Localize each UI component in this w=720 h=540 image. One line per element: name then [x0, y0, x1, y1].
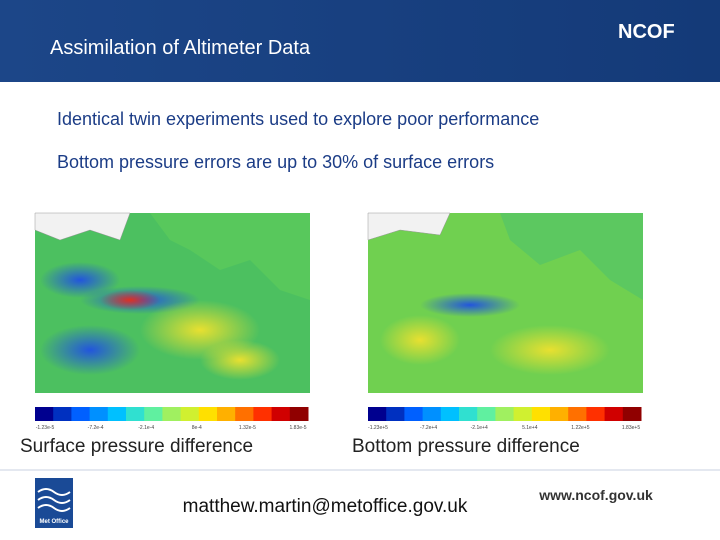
colorbar-label: -1.23e+5 — [368, 425, 388, 431]
figure-caption: Bottom pressure difference — [352, 436, 580, 457]
colorbar-segment — [604, 407, 624, 421]
colorbar-label: 8e-4 — [192, 425, 202, 431]
bottom-map — [367, 212, 643, 393]
colorbar-segment — [550, 407, 569, 421]
colorbar-segment — [217, 407, 236, 421]
metoffice-logo: Met Office — [35, 478, 73, 528]
colorbar-label: 1.22e+5 — [571, 425, 589, 431]
colorbar-segment — [289, 407, 309, 421]
colorbar-label: -2.1e-4 — [138, 425, 154, 431]
colorbar-segment — [386, 407, 405, 421]
colorbar-segment — [253, 407, 273, 421]
colorbar-segment — [126, 407, 145, 421]
surface-map — [34, 212, 310, 393]
header-bar — [0, 0, 720, 82]
colorbar-segment — [198, 407, 218, 421]
colorbar-segment — [404, 407, 424, 421]
colorbar-label: -7.2e+4 — [420, 425, 437, 431]
footer-logo: Met Office — [39, 519, 69, 525]
header-title: Assimilation of Altimeter Data — [50, 37, 311, 59]
bullet-list: Identical twin experiments used to explo… — [57, 106, 617, 192]
colorbar-segment — [107, 407, 127, 421]
colorbar-segment — [235, 407, 254, 421]
colorbar-segment — [586, 407, 606, 421]
bullet: Bottom pressure errors are up to 30% of … — [57, 152, 495, 172]
colorbar-segment — [35, 407, 54, 421]
colorbar-segment — [622, 407, 642, 421]
colorbar-segment — [568, 407, 587, 421]
colorbar-label: 1.83e+5 — [622, 425, 640, 431]
colorbar-segment — [89, 407, 109, 421]
colorbar-segment — [440, 407, 460, 421]
colorbar-segment — [513, 407, 533, 421]
colorbar-label: 5.1e+4 — [522, 425, 538, 431]
colorbar-segment — [271, 407, 291, 421]
colorbar-label: -2.1e+4 — [471, 425, 488, 431]
colorbar-segment — [53, 407, 72, 421]
colorbar-label: -1.23e-5 — [36, 425, 55, 431]
colorbar-segment — [422, 407, 442, 421]
colorbar-label: -7.2e-4 — [88, 425, 104, 431]
header-logo: NCOF — [618, 21, 675, 43]
colorbar-label: 1.32e-5 — [239, 425, 256, 431]
colorbar-label: 1.83e-5 — [290, 425, 307, 431]
colorbar-segment — [71, 407, 91, 421]
colorbar-segment — [495, 407, 515, 421]
colorbar-segment — [180, 407, 200, 421]
footer-website: www.ncof.gov.uk — [538, 487, 653, 503]
colorbar-segment — [162, 407, 182, 421]
footer-email: matthew.martin@metoffice.gov.uk — [183, 496, 468, 517]
bullet: Identical twin experiments used to explo… — [57, 109, 540, 129]
colorbar-segment — [459, 407, 478, 421]
colorbar-segment — [477, 407, 496, 421]
colorbar-segment — [368, 407, 387, 421]
colorbar-segment — [531, 407, 551, 421]
colorbar-segment — [144, 407, 163, 421]
figure-caption: Surface pressure difference — [20, 436, 253, 457]
